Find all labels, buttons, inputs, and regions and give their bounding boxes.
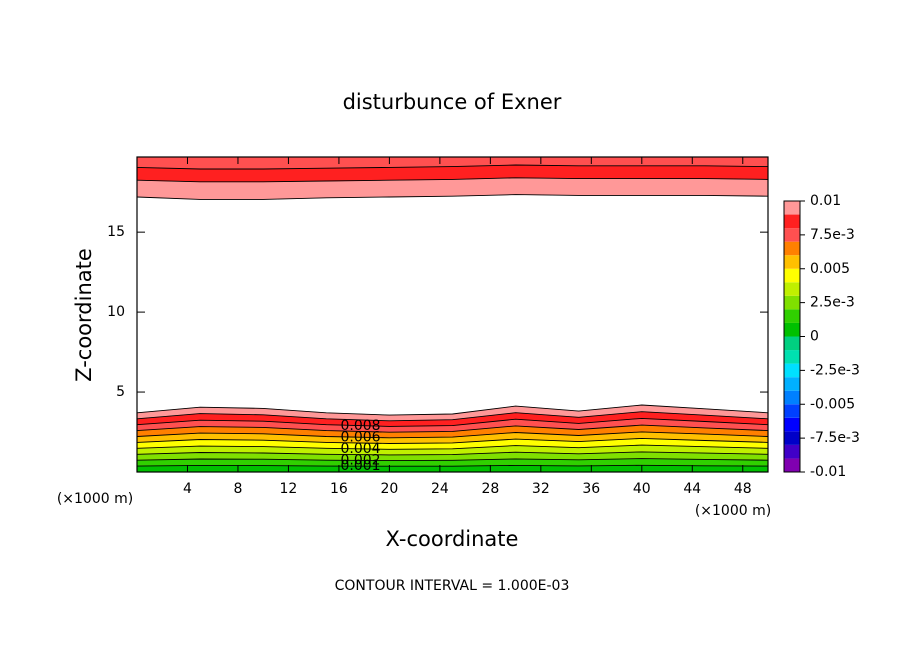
contour-label: 0.004: [340, 441, 380, 457]
contour-line: [137, 177, 768, 183]
y-tick-label: 15: [107, 224, 125, 240]
contour-line: [137, 411, 768, 422]
contour-label: 0.001: [340, 458, 380, 474]
colorbar-label: -0.01: [810, 464, 846, 480]
colorbar-label: 0: [810, 329, 819, 345]
contour-line: [137, 431, 768, 439]
x-tick-label: 16: [330, 481, 348, 497]
colorbar-label: -0.005: [810, 396, 855, 412]
contour-line: [137, 164, 768, 170]
contour-line: [137, 444, 768, 450]
colorbar-band: [784, 255, 800, 269]
colorbar-band: [784, 404, 800, 418]
colorbar-band: [784, 322, 800, 337]
y-unit: (×1000 m): [57, 491, 133, 507]
colorbar-band: [784, 241, 800, 256]
contour-label: 0.006: [340, 429, 380, 445]
colorbar-label: 0.005: [810, 261, 850, 277]
colorbar-band: [784, 363, 800, 378]
colorbar-band: [784, 295, 800, 310]
y-tick-label: 10: [107, 304, 125, 320]
colorbar-label: 0.01: [810, 193, 841, 209]
colorbar-band: [784, 350, 800, 364]
contour-line: [137, 437, 768, 444]
x-tick-label: 28: [481, 481, 499, 497]
colorbar-band: [784, 458, 800, 472]
contour-line: [137, 417, 768, 427]
colorbar-label: -7.5e-3: [810, 430, 860, 446]
colorbar-band: [784, 201, 800, 215]
x-tick-label: 36: [582, 481, 600, 497]
x-tick-label: 48: [734, 481, 752, 497]
colorbar-band: [784, 431, 800, 445]
contour-line: [137, 404, 768, 416]
colorbar-band: [784, 214, 800, 229]
x-tick-label: 8: [233, 481, 242, 497]
colorbar-band: [784, 228, 800, 242]
colorbar-band: [784, 268, 800, 283]
colorbar-band: [784, 282, 800, 296]
x-tick-label: 12: [280, 481, 298, 497]
x-tick-label: 40: [633, 481, 651, 497]
contour-line: [137, 424, 768, 433]
x-tick-label: 32: [532, 481, 550, 497]
colorbar-label: -2.5e-3: [810, 362, 860, 378]
colorbar-label: 2.5e-3: [810, 295, 855, 311]
contour-line: [137, 464, 768, 467]
contour-line: [137, 458, 768, 462]
colorbar-band: [784, 390, 800, 405]
colorbar-band: [784, 417, 800, 432]
plot-frame: [136, 156, 769, 473]
x-tick-label: 4: [183, 481, 192, 497]
colorbar-band: [784, 444, 800, 459]
contour-label: 0.002: [340, 453, 380, 469]
contour-line: [137, 451, 768, 456]
contour-label: 0.008: [340, 418, 380, 434]
colorbar-band: [784, 336, 800, 351]
y-tick-label: 5: [116, 384, 125, 400]
colorbar-label: 7.5e-3: [810, 227, 855, 243]
x-tick-label: 44: [683, 481, 701, 497]
contour-line: [137, 194, 768, 200]
footnote: CONTOUR INTERVAL = 1.000E-03: [335, 578, 570, 594]
colorbar-band: [784, 377, 800, 391]
x-tick-label: 20: [380, 481, 398, 497]
x-axis-label: X-coordinate: [386, 527, 519, 551]
chart-title: disturbunce of Exner: [343, 90, 562, 114]
x-unit: (×1000 m): [695, 503, 771, 519]
colorbar-band: [784, 309, 800, 323]
x-tick-label: 24: [431, 481, 449, 497]
y-axis-label: Z-coordinate: [72, 248, 96, 382]
